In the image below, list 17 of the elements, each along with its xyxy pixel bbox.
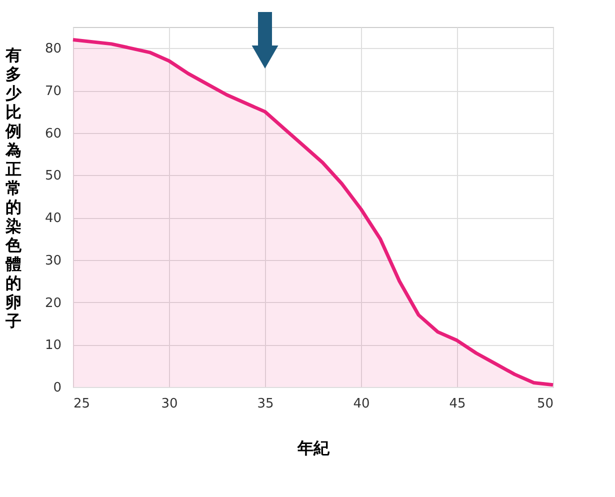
y-tick-label: 10 <box>44 338 62 354</box>
y-tick-label: 30 <box>44 253 62 268</box>
x-tick-label: 30 <box>161 396 178 412</box>
x-tick-label: 25 <box>74 396 90 412</box>
y-tick-label: 70 <box>44 84 62 100</box>
text: 有多少比例為正常的染色體的卵子 <box>6 46 22 330</box>
x-tick-label: 35 <box>257 396 274 412</box>
y-tick-label: 80 <box>44 42 62 57</box>
y-tick-label: 60 <box>44 126 62 142</box>
y-tick-label: 40 <box>44 211 62 226</box>
y-tick-label: 0 <box>53 380 62 396</box>
x-tick-label: 40 <box>353 396 370 412</box>
y-tick-label: 50 <box>44 168 62 184</box>
y-tick-label: 20 <box>44 296 62 311</box>
x-tick-label: 50 <box>536 396 554 412</box>
x-axis-title: 年紀 <box>296 438 330 458</box>
x-tick-label: 45 <box>449 396 466 412</box>
